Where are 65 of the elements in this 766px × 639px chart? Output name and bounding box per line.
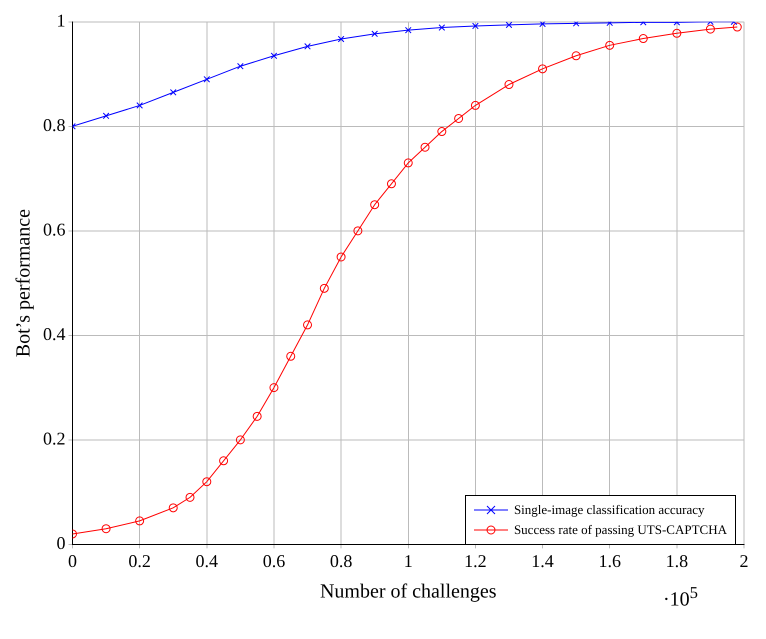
point — [572, 51, 581, 60]
point — [437, 127, 446, 136]
point — [506, 22, 512, 28]
point — [136, 102, 143, 109]
point — [370, 200, 380, 210]
point — [336, 252, 346, 262]
point — [454, 114, 464, 123]
point — [538, 64, 548, 74]
point — [539, 22, 546, 28]
point — [102, 524, 111, 534]
y-tick-label: 0.6 — [43, 220, 66, 240]
y-tick-label: 0.2 — [43, 428, 66, 449]
point — [186, 492, 195, 502]
x-tick-label: 1.4 — [531, 550, 554, 571]
x-tick-label: 1 — [404, 550, 413, 571]
point — [338, 36, 344, 42]
point — [303, 320, 312, 330]
x-tick-label: 0.6 — [262, 550, 286, 571]
point — [286, 352, 296, 361]
text: ·10$^{5}$ — [663, 583, 698, 612]
legend-label: Success rate of passing UTS-CAPTCHA — [514, 521, 727, 539]
point — [572, 22, 580, 27]
point — [353, 226, 362, 236]
legend-label: Single-image classification accuracy — [514, 501, 705, 519]
point — [470, 100, 480, 110]
x-tick-label: 1.2 — [464, 550, 487, 571]
x-tick-label: 2 — [740, 550, 748, 571]
point — [202, 477, 212, 486]
point — [371, 30, 378, 38]
x-tick-label: 1.8 — [666, 550, 688, 571]
point — [504, 80, 514, 90]
point — [203, 76, 210, 83]
point — [304, 43, 311, 50]
x-tick-label: 1.6 — [598, 550, 621, 571]
point — [168, 503, 178, 512]
x-tick-label: 0.8 — [330, 550, 352, 571]
y-tick-label: 1 — [56, 10, 66, 31]
y-tick-label: 0.4 — [43, 324, 66, 344]
point — [269, 383, 278, 392]
y-tick-label: 0 — [56, 533, 66, 554]
x-tick-label: 0.4 — [196, 550, 218, 571]
point — [236, 435, 245, 444]
point — [672, 28, 682, 38]
point — [237, 62, 244, 70]
point — [320, 284, 329, 293]
point — [420, 142, 430, 152]
y-axis-title: Bot’s performance — [12, 208, 34, 358]
point — [605, 40, 614, 50]
point — [386, 179, 396, 188]
point — [638, 34, 648, 44]
point — [170, 89, 177, 96]
x-axis-title: Number of challenges — [320, 580, 497, 602]
point — [706, 24, 715, 34]
point — [472, 22, 479, 30]
point — [219, 456, 228, 466]
y-tick-label: 0.8 — [43, 115, 66, 136]
point — [102, 112, 110, 120]
point — [732, 22, 742, 32]
point — [438, 24, 446, 31]
x-tick-label: 0.2 — [128, 550, 151, 571]
point — [270, 52, 278, 60]
point — [404, 26, 412, 34]
point — [252, 412, 262, 421]
point — [404, 158, 413, 168]
point — [135, 516, 144, 526]
